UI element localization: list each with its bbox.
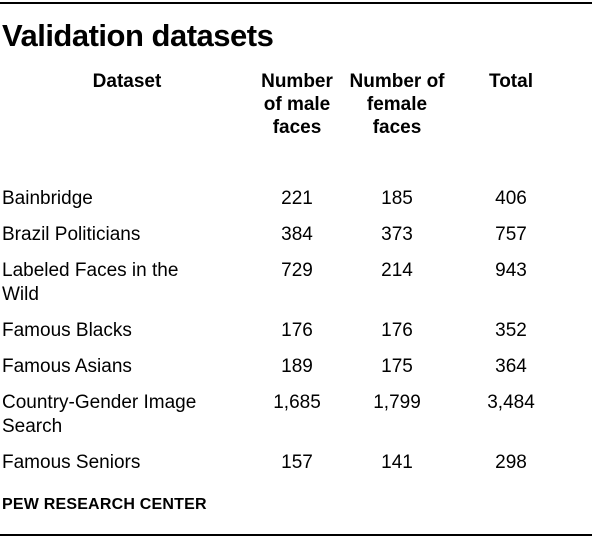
table-row: Famous Asians 189 175 364 — [2, 349, 570, 385]
female-count-cell: 1,799 — [373, 392, 421, 413]
table-header: Dataset Number of male faces Number of f… — [2, 70, 570, 181]
top-rule — [0, 2, 592, 4]
total-count-cell: 364 — [495, 356, 527, 377]
male-count-cell: 384 — [281, 224, 313, 245]
column-header-dataset: Dataset — [92, 71, 162, 92]
female-count-cell: 176 — [381, 320, 413, 341]
bottom-rule — [0, 534, 592, 536]
dataset-cell: Famous Asians — [2, 349, 252, 385]
female-count-cell: 185 — [381, 188, 413, 209]
page-title: Validation datasets — [2, 18, 274, 53]
total-count-cell: 943 — [495, 260, 527, 281]
dataset-cell: Country-Gender Image Search — [2, 385, 252, 445]
header-line: Number of — [349, 71, 445, 92]
source-attribution: PEW RESEARCH CENTER — [2, 496, 207, 513]
header-line: Number — [261, 71, 333, 92]
dataset-name: Brazil Politicians — [2, 224, 141, 245]
table-row: Labeled Faces in the Wild 729 214 943 — [2, 253, 570, 313]
male-count-cell: 221 — [281, 188, 313, 209]
female-count-cell: 175 — [381, 356, 413, 377]
dataset-name: Famous Blacks — [2, 320, 132, 341]
male-count-cell: 729 — [281, 260, 313, 281]
dataset-cell: Famous Blacks — [2, 313, 252, 349]
header-line: faces — [272, 117, 322, 138]
female-count-cell: 373 — [381, 224, 413, 245]
table-row: Famous Blacks 176 176 352 — [2, 313, 570, 349]
dataset-cell: Famous Seniors — [2, 445, 252, 481]
column-header-male-faces: Number of male faces — [252, 70, 342, 181]
dataset-cell: Brazil Politicians — [2, 217, 252, 253]
total-count-cell: 406 — [495, 188, 527, 209]
dataset-name: Country-Gender Image Search — [2, 392, 197, 437]
female-count-cell: 214 — [381, 260, 413, 281]
header-line: female — [366, 94, 428, 115]
male-count-cell: 176 — [281, 320, 313, 341]
total-count-cell: 352 — [495, 320, 527, 341]
header-row: Dataset Number of male faces Number of f… — [2, 70, 570, 181]
column-header-female-faces: Number of female faces — [342, 70, 452, 181]
column-header-total: Total — [489, 71, 533, 92]
dataset-name: Labeled Faces in the Wild — [2, 260, 179, 305]
header-line: faces — [372, 117, 422, 138]
validation-datasets-table: Dataset Number of male faces Number of f… — [2, 70, 570, 481]
female-count-cell: 141 — [381, 452, 413, 473]
table-body: Bainbridge 221 185 406 Brazil Politician… — [2, 181, 570, 481]
table-row: Bainbridge 221 185 406 — [2, 181, 570, 217]
dataset-cell: Bainbridge — [2, 181, 252, 217]
male-count-cell: 1,685 — [273, 392, 321, 413]
male-count-cell: 157 — [281, 452, 313, 473]
dataset-name: Bainbridge — [2, 188, 93, 209]
male-count-cell: 189 — [281, 356, 313, 377]
dataset-name: Famous Asians — [2, 356, 132, 377]
total-count-cell: 757 — [495, 224, 527, 245]
dataset-cell: Labeled Faces in the Wild — [2, 253, 252, 313]
table-row: Country-Gender Image Search 1,685 1,799 … — [2, 385, 570, 445]
total-count-cell: 3,484 — [487, 392, 535, 413]
total-count-cell: 298 — [495, 452, 527, 473]
table-row: Brazil Politicians 384 373 757 — [2, 217, 570, 253]
table-row: Famous Seniors 157 141 298 — [2, 445, 570, 481]
header-line: of male — [263, 94, 331, 115]
dataset-name: Famous Seniors — [2, 452, 141, 473]
